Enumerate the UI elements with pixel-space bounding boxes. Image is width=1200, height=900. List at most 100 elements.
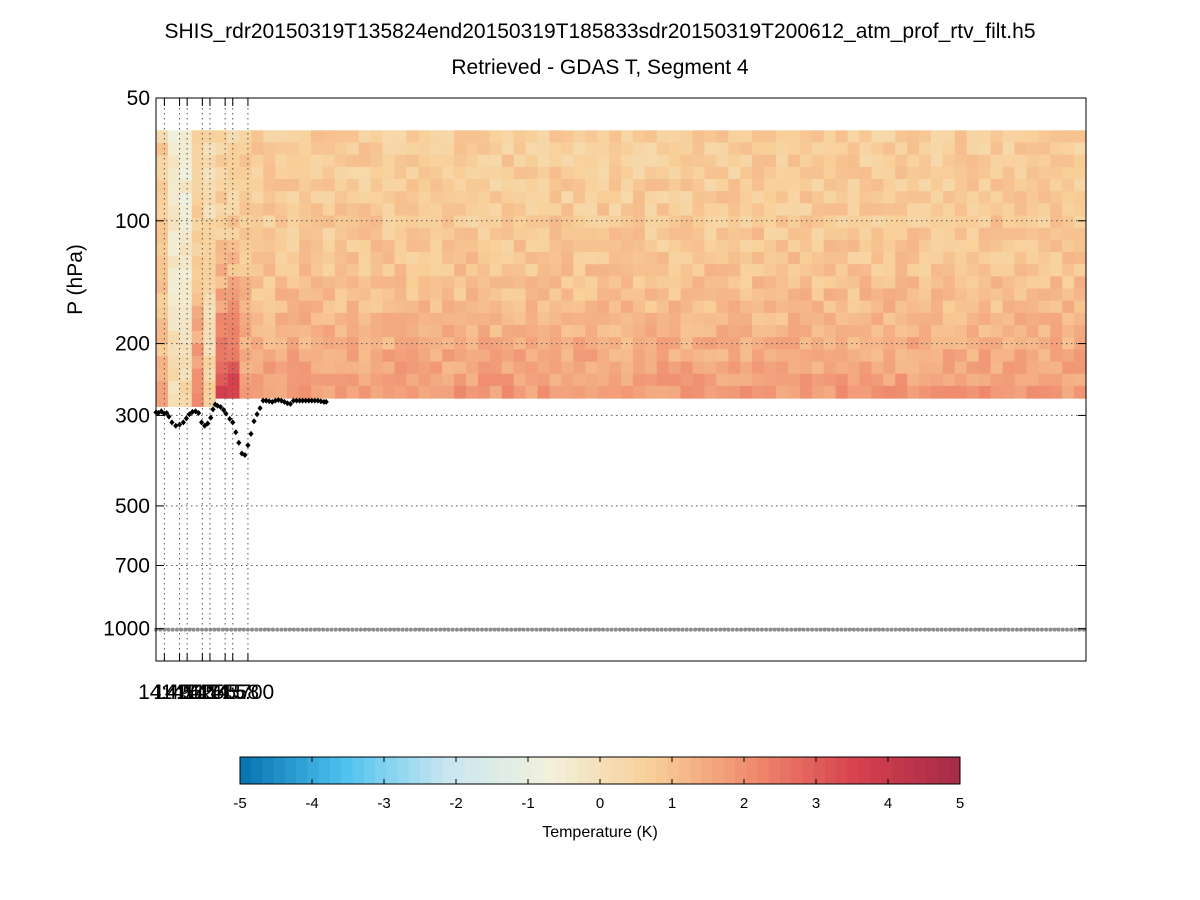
heatmap-cell bbox=[680, 227, 694, 241]
heatmap-cell bbox=[740, 239, 753, 253]
heatmap-cell bbox=[370, 130, 384, 144]
colorbar-swatch bbox=[363, 757, 376, 784]
tropopause-point bbox=[297, 397, 303, 404]
tropopause-point bbox=[278, 397, 284, 404]
heatmap-cell bbox=[549, 130, 562, 144]
heatmap-cell bbox=[1038, 300, 1051, 314]
surface-point bbox=[605, 627, 610, 632]
tropopause-point bbox=[284, 400, 291, 407]
heatmap-cell bbox=[811, 373, 825, 387]
heatmap-cell bbox=[668, 227, 682, 241]
colorbar-swatch bbox=[510, 757, 522, 784]
surface-point bbox=[379, 627, 384, 632]
heatmap-cell bbox=[954, 312, 968, 326]
surface-point bbox=[722, 627, 727, 632]
heatmap-cell bbox=[251, 227, 264, 241]
heatmap-cell bbox=[883, 166, 896, 180]
heatmap-cell bbox=[561, 239, 574, 253]
heatmap-cell bbox=[513, 191, 527, 204]
surface-point bbox=[973, 627, 978, 632]
heatmap-cell bbox=[1062, 264, 1075, 277]
surface-point bbox=[638, 627, 643, 632]
heatmap-cell bbox=[1038, 178, 1051, 192]
heatmap-cell bbox=[680, 154, 694, 168]
heatmap-cell bbox=[537, 385, 551, 399]
heatmap-cell bbox=[418, 142, 431, 156]
heatmap-cell bbox=[418, 203, 431, 217]
heatmap-cell bbox=[179, 155, 193, 169]
surface-point bbox=[693, 627, 698, 632]
heatmap-cell bbox=[1062, 385, 1075, 399]
heatmap-cell bbox=[847, 312, 861, 326]
heatmap-cell bbox=[382, 300, 396, 314]
heatmap-cell bbox=[394, 300, 407, 314]
x-tick-label: 14:54 bbox=[176, 681, 229, 704]
heatmap-cell bbox=[477, 227, 491, 241]
heatmap-cell bbox=[418, 276, 431, 290]
heatmap-cell bbox=[215, 142, 229, 156]
heatmap-cell bbox=[179, 180, 193, 194]
heatmap-cell bbox=[883, 142, 896, 156]
surface-point bbox=[580, 627, 585, 632]
heatmap-cell bbox=[1050, 154, 1063, 168]
heatmap-cell bbox=[907, 215, 920, 229]
heatmap-cell bbox=[740, 178, 753, 192]
heatmap-cell bbox=[871, 312, 884, 326]
heatmap-cell bbox=[823, 312, 837, 326]
heatmap-cell bbox=[871, 215, 884, 229]
heatmap-cell bbox=[859, 300, 872, 314]
heatmap-cell bbox=[907, 252, 920, 265]
colorbar-swatch bbox=[577, 757, 590, 784]
heatmap-cell bbox=[1062, 337, 1075, 350]
heatmap-cell bbox=[776, 264, 789, 277]
heatmap-cell bbox=[728, 349, 741, 363]
heatmap-cell bbox=[299, 239, 312, 253]
heatmap-cell bbox=[573, 276, 586, 290]
heatmap-cell bbox=[668, 361, 682, 375]
surface-point bbox=[354, 627, 359, 632]
heatmap-cell bbox=[477, 288, 491, 302]
heatmap-cell bbox=[346, 130, 360, 144]
heatmap-cell bbox=[322, 349, 336, 363]
heatmap-cell bbox=[477, 239, 491, 253]
heatmap-cell bbox=[477, 300, 491, 314]
surface-point bbox=[521, 627, 526, 632]
heatmap-cell bbox=[346, 166, 360, 180]
heatmap-cell bbox=[978, 312, 992, 326]
heatmap-cell bbox=[501, 130, 515, 144]
heatmap-cell bbox=[954, 276, 968, 290]
heatmap-cell bbox=[632, 130, 646, 144]
heatmap-cell bbox=[275, 385, 288, 399]
colorbar-tick-label: 2 bbox=[740, 795, 748, 812]
surface-point bbox=[843, 627, 848, 632]
heatmap-cell bbox=[764, 385, 777, 399]
heatmap-cell bbox=[167, 218, 181, 232]
heatmap-cell bbox=[167, 280, 181, 295]
heatmap-cell bbox=[728, 337, 741, 350]
heatmap-cell bbox=[621, 227, 634, 241]
surface-point bbox=[383, 627, 388, 632]
heatmap-cell bbox=[621, 373, 634, 387]
heatmap-cell bbox=[692, 142, 706, 156]
colorbar-swatch bbox=[487, 757, 500, 784]
heatmap-cell bbox=[477, 312, 491, 326]
heatmap-cell bbox=[716, 300, 729, 314]
heatmap-cell bbox=[454, 337, 467, 350]
heatmap-cell bbox=[883, 337, 896, 350]
heatmap-cell bbox=[859, 276, 872, 290]
tropopause-point bbox=[309, 397, 315, 404]
heatmap-cell bbox=[334, 239, 348, 253]
heatmap-cell bbox=[239, 203, 252, 217]
heatmap-cell bbox=[358, 166, 372, 180]
heatmap-cell bbox=[883, 361, 896, 375]
heatmap-cell bbox=[907, 288, 920, 302]
heatmap-cell bbox=[167, 180, 181, 194]
x-tick-label: 14:49 bbox=[138, 681, 191, 704]
heatmap-cell bbox=[287, 361, 300, 375]
heatmap-cell bbox=[764, 361, 777, 375]
colorbar-tick-label: -5 bbox=[233, 795, 246, 812]
heatmap-cell bbox=[430, 325, 443, 338]
heatmap-cell bbox=[179, 193, 193, 207]
heatmap-cell bbox=[156, 343, 169, 357]
heatmap-cell bbox=[752, 312, 765, 326]
